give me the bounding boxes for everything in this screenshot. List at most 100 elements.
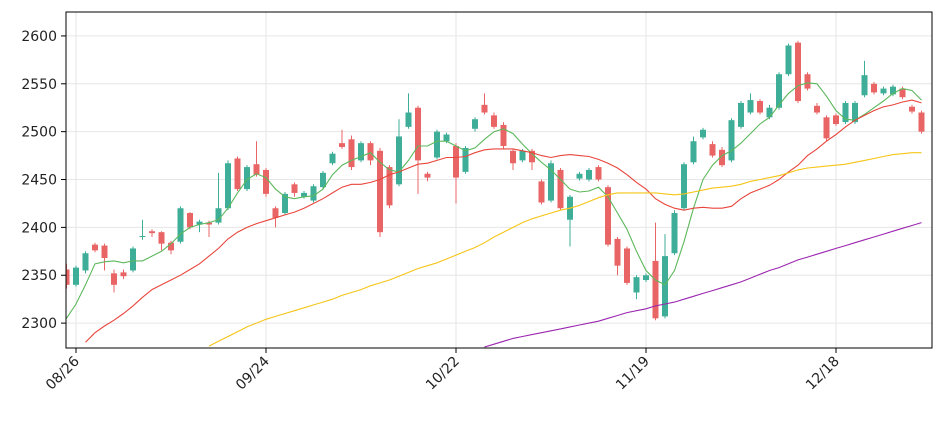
candle-body xyxy=(367,143,374,161)
candle-body xyxy=(918,112,925,132)
candle-body xyxy=(738,102,744,127)
candle-body xyxy=(263,169,269,194)
candle-body xyxy=(310,186,317,201)
candle-body xyxy=(890,86,896,95)
candle-body xyxy=(624,248,630,283)
candle-body xyxy=(519,150,526,161)
candle-body xyxy=(225,163,231,209)
x-tick-label: 12/18 xyxy=(803,354,843,394)
candle-body xyxy=(206,222,212,225)
y-tick-label: 2550 xyxy=(21,77,57,93)
candle-body xyxy=(852,102,858,123)
candle-body xyxy=(196,221,203,225)
candle-body xyxy=(272,208,279,218)
candle-body xyxy=(804,74,811,89)
candle-body xyxy=(700,129,706,138)
candle-body xyxy=(614,238,621,266)
candle-body xyxy=(757,101,763,113)
candle-body xyxy=(92,244,98,251)
x-tick-label: 09/24 xyxy=(233,353,273,393)
candle-body xyxy=(443,134,450,142)
x-tick-label: 08/26 xyxy=(43,353,83,393)
candle-body xyxy=(168,242,174,251)
candle-body xyxy=(139,236,146,237)
candle-body xyxy=(244,167,250,190)
candle-body xyxy=(462,147,469,172)
candle-body xyxy=(481,104,488,113)
candle-body xyxy=(719,149,725,166)
candle-body xyxy=(177,208,184,242)
candle-body xyxy=(728,120,735,161)
candle-body xyxy=(491,115,497,127)
candle-body xyxy=(149,231,155,234)
candle-body xyxy=(339,143,345,147)
y-tick-label: 2400 xyxy=(21,220,57,236)
candle-body xyxy=(348,139,355,168)
moving-average-line xyxy=(484,222,922,348)
candle-body xyxy=(415,107,421,161)
candle-body xyxy=(358,143,364,161)
candle-body xyxy=(595,167,602,180)
candle-body xyxy=(291,184,298,193)
candle-body xyxy=(500,124,507,147)
candle-body xyxy=(766,107,773,118)
moving-average-line xyxy=(85,99,922,343)
candle-body xyxy=(633,277,640,293)
candle-body xyxy=(329,153,336,164)
candle-body xyxy=(557,169,564,209)
moving-average-line xyxy=(208,152,922,347)
candle-body xyxy=(833,115,839,124)
candle-body xyxy=(909,106,915,112)
candle-body xyxy=(82,253,89,271)
candle-body xyxy=(662,256,668,317)
candle-body xyxy=(386,167,393,206)
plot-area xyxy=(66,40,925,348)
candle-body xyxy=(690,141,697,163)
candle-body xyxy=(548,163,554,201)
y-tick-label: 2600 xyxy=(21,29,57,45)
candle-body xyxy=(747,100,754,113)
candle-body xyxy=(377,150,383,233)
candle-body xyxy=(842,102,849,123)
candle-body xyxy=(130,248,136,271)
candle-body xyxy=(472,119,478,129)
candle-body xyxy=(529,150,535,163)
candle-body xyxy=(814,105,820,113)
y-tick-label: 2450 xyxy=(21,173,57,189)
candle-body xyxy=(234,158,241,190)
candle-body xyxy=(823,117,830,139)
candle-body xyxy=(282,193,288,214)
candle-body xyxy=(681,164,687,209)
y-tick-label: 2500 xyxy=(21,125,57,141)
candle-body xyxy=(652,260,659,319)
candle-body xyxy=(215,208,222,223)
candle-body xyxy=(861,75,868,96)
candle-body xyxy=(709,144,716,156)
candle-body xyxy=(111,273,117,285)
candle-body xyxy=(643,275,649,281)
candle-body xyxy=(120,272,127,277)
candle-body xyxy=(776,74,782,108)
candle-body xyxy=(320,172,326,188)
candle-body xyxy=(396,136,402,185)
candle-body xyxy=(301,192,307,197)
moving-average-line xyxy=(66,82,922,319)
x-tick-label: 11/19 xyxy=(613,354,653,394)
candle-body xyxy=(538,181,545,203)
candle-body xyxy=(785,45,792,75)
candle-body xyxy=(453,146,459,178)
y-tick-label: 2350 xyxy=(21,268,57,284)
candle-body xyxy=(66,269,70,285)
y-tick-label: 2300 xyxy=(21,316,57,332)
candle-body xyxy=(73,267,79,285)
candle-body xyxy=(405,112,412,127)
candle-body xyxy=(101,245,108,259)
candle-body xyxy=(187,213,193,228)
candle-body xyxy=(158,232,165,244)
candle-body xyxy=(576,173,583,179)
candle-body xyxy=(605,187,611,245)
candle-body xyxy=(586,169,592,180)
candle-body xyxy=(871,83,877,93)
candle-body xyxy=(899,88,906,98)
